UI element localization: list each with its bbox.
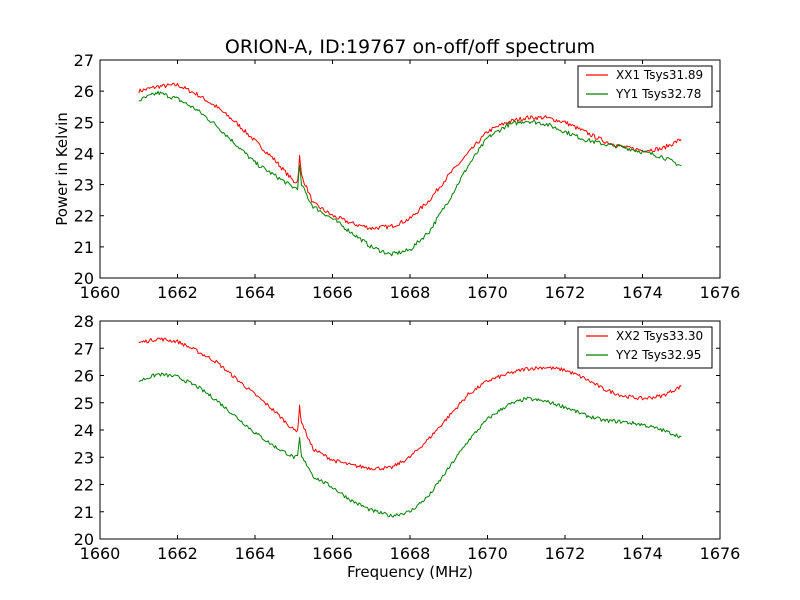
- x-axis-label: Frequency (MHz): [347, 563, 473, 581]
- y-tick-label-0-5: 25: [74, 113, 94, 132]
- y-tick-label-0-1: 21: [74, 238, 94, 257]
- y-tick-label-1-6: 26: [74, 367, 94, 386]
- y-tick-label-0-4: 24: [74, 144, 94, 163]
- x-tick-label-1-4: 1668: [390, 544, 431, 563]
- x-tick-label-0-3: 1666: [312, 283, 353, 302]
- series-line-1-0: [138, 337, 682, 471]
- y-axis-label: Power in Kelvin: [53, 112, 71, 226]
- top-spectrum-panel: 1660 1662 1664 1666 1668 1670 1672 1674 1676 20 21…: [74, 51, 741, 302]
- y-tick-label-1-2: 22: [74, 476, 94, 495]
- x-tick-label-0-6: 1672: [545, 283, 586, 302]
- legend-1: XX2 Tsys33.30 YY2 Tsys32.95: [577, 326, 713, 369]
- bottom-spectrum-panel: 1660 1662 1664 1666 1668 1670 1672 1674 1676 20 21…: [74, 312, 741, 563]
- y-tick-label-0-7: 27: [74, 51, 94, 70]
- legend-label-0-0: XX1 Tsys31.89: [616, 68, 703, 82]
- x-tick-label-0-2: 1664: [235, 283, 276, 302]
- x-tick-label-0-1: 1662: [157, 283, 198, 302]
- x-tick-label-0-0: 1660: [80, 283, 121, 302]
- x-tick-label-1-0: 1660: [80, 544, 121, 563]
- x-tick-label-1-8: 1676: [700, 544, 741, 563]
- legend-label-1-1: YY2 Tsys32.95: [615, 348, 701, 362]
- y-tick-label-1-4: 24: [74, 421, 94, 440]
- series-line-0-1: [138, 90, 682, 257]
- y-tick-label-0-6: 26: [74, 82, 94, 101]
- y-tick-label-1-3: 23: [74, 448, 94, 467]
- y-tick-label-1-5: 25: [74, 394, 94, 413]
- x-tick-label-0-7: 1674: [622, 283, 663, 302]
- y-tick-label-0-2: 22: [74, 207, 94, 226]
- x-tick-label-1-2: 1664: [235, 544, 276, 563]
- x-tick-label-1-1: 1662: [157, 544, 198, 563]
- legend-label-1-0: XX2 Tsys33.30: [616, 329, 703, 343]
- x-tick-label-0-5: 1670: [467, 283, 508, 302]
- x-tick-label-1-5: 1670: [467, 544, 508, 563]
- series-line-0-0: [138, 82, 682, 230]
- series-line-1-1: [138, 372, 682, 518]
- y-tick-label-1-0: 20: [74, 530, 94, 549]
- x-tick-label-0-8: 1676: [700, 283, 741, 302]
- figure-title: ORION-A, ID:19767 on-off/off spectrum: [225, 36, 595, 58]
- x-tick-label-0-4: 1668: [390, 283, 431, 302]
- x-tick-label-1-3: 1666: [312, 544, 353, 563]
- y-tick-label-0-0: 20: [74, 269, 94, 288]
- y-tick-label-1-1: 21: [74, 503, 94, 522]
- legend-0: XX1 Tsys31.89 YY1 Tsys32.78: [577, 65, 713, 108]
- y-tick-label-1-7: 27: [74, 339, 94, 358]
- legend-label-0-1: YY1 Tsys32.78: [615, 87, 701, 101]
- y-tick-label-0-3: 23: [74, 176, 94, 195]
- y-tick-label-1-8: 28: [74, 312, 94, 331]
- x-tick-label-1-6: 1672: [545, 544, 586, 563]
- x-tick-label-1-7: 1674: [622, 544, 663, 563]
